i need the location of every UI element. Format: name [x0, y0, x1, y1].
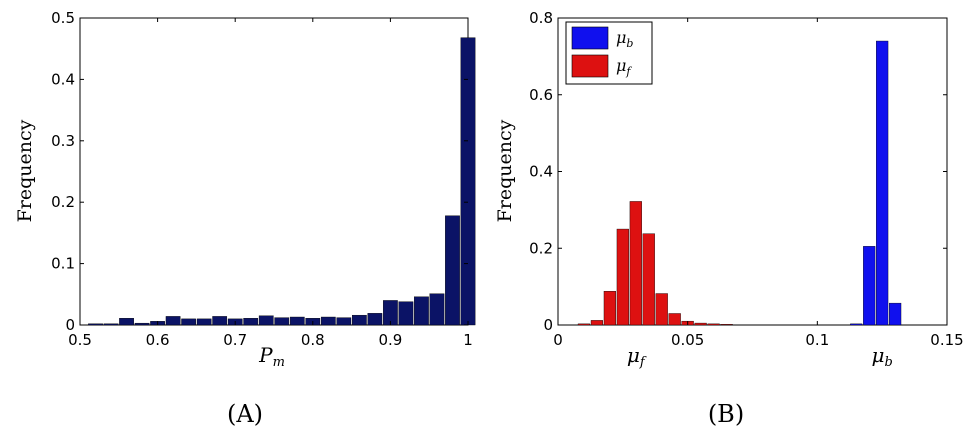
bar [642, 233, 655, 326]
x-tick-label: 0.9 [378, 331, 402, 349]
legend-swatch [571, 26, 609, 50]
legend-subscript: f [625, 65, 632, 78]
bar [289, 316, 305, 326]
bar [707, 323, 720, 326]
y-axis-label-a: Frequency [14, 119, 36, 222]
x-tick-label: 0.05 [671, 331, 704, 349]
bar [694, 322, 707, 326]
bar [181, 318, 196, 326]
bar [460, 37, 476, 326]
x-tick-label: 0 [553, 331, 563, 349]
bar [655, 293, 668, 326]
bar [577, 323, 591, 326]
bar [134, 322, 150, 326]
symbol-main: μ [627, 343, 640, 367]
histogram-panel-a: 0.5 0.6 0.7 0.8 0.9 1 0 0.1 0.2 0.3 0.4 0.5 Frequen… [14, 9, 476, 428]
plot-area-a [79, 17, 469, 326]
x-tick-label: 0.6 [146, 331, 170, 349]
legend-symbol: μ [616, 56, 626, 75]
x-tick-label: 0.5 [68, 331, 92, 349]
bar [590, 320, 603, 326]
legend-subscript: b [626, 37, 633, 50]
y-tick-label: 0.1 [51, 255, 75, 273]
x-tick-label: 0.15 [930, 331, 963, 349]
y-axis-label-b: Frequency [494, 119, 516, 222]
x-tick-label: 0.7 [223, 331, 247, 349]
bar [352, 314, 367, 326]
bar [629, 201, 642, 326]
bar [603, 291, 616, 326]
y-tick-label: 0.4 [529, 163, 553, 181]
bar [398, 301, 414, 326]
bar [243, 318, 259, 326]
legend-swatch [571, 54, 609, 78]
bar [274, 317, 290, 326]
y-tick-label: 0.8 [529, 9, 553, 27]
x-axis-label-main: P [258, 343, 273, 367]
bar [863, 246, 876, 326]
legend-label: μb [616, 28, 633, 50]
bar [212, 316, 228, 326]
y-tick-label: 0 [65, 316, 75, 334]
symbol-main: μ [872, 343, 885, 367]
bars-b [577, 40, 902, 326]
bar [616, 228, 629, 326]
legend-label: μf [616, 56, 632, 78]
bar [889, 302, 902, 326]
bar [88, 323, 103, 326]
ticks-b: 0 0.05 0.1 0.15 0 0.2 0.4 0.6 0.8 [529, 9, 964, 349]
x-axis-symbols-b: μf μb [627, 343, 893, 370]
legend-symbol: μ [616, 28, 626, 47]
y-tick-label: 0.4 [51, 70, 75, 88]
bars-a [88, 37, 476, 326]
bar [336, 317, 352, 326]
y-tick-label: 0 [543, 316, 553, 334]
x-axis-label-a: Pm [258, 343, 285, 370]
x-axis-label-sub: m [273, 355, 285, 370]
x-tick-label: 0.1 [805, 331, 829, 349]
bar [196, 318, 212, 326]
bar [876, 40, 889, 326]
bar [119, 318, 134, 326]
bar [165, 316, 181, 326]
symbol-sub: b [885, 355, 893, 370]
bar [429, 293, 445, 326]
bar [720, 324, 733, 326]
bar [414, 296, 429, 326]
y-tick-label: 0.2 [51, 193, 75, 211]
x-axis-symbol: μb [872, 343, 893, 370]
y-tick-label: 0.6 [529, 86, 553, 104]
bar [668, 313, 681, 326]
bar [103, 323, 119, 326]
bar [367, 313, 383, 326]
y-tick-label: 0.3 [51, 132, 75, 150]
bar [850, 323, 863, 326]
x-tick-label: 0.8 [301, 331, 325, 349]
bar [320, 316, 336, 326]
ticks-a: 0.5 0.6 0.7 0.8 0.9 1 0 0.1 0.2 0.3 0.4 0.5 [51, 9, 473, 349]
panel-label-a: (A) [227, 400, 263, 428]
bar [445, 215, 460, 326]
x-tick-label: 1 [463, 331, 473, 349]
symbol-sub: f [639, 355, 647, 370]
x-axis-symbol: μf [627, 343, 647, 370]
y-tick-label: 0.5 [51, 9, 75, 27]
bar [258, 315, 274, 326]
panel-label-b: (B) [708, 400, 744, 428]
y-tick-label: 0.2 [529, 239, 553, 257]
